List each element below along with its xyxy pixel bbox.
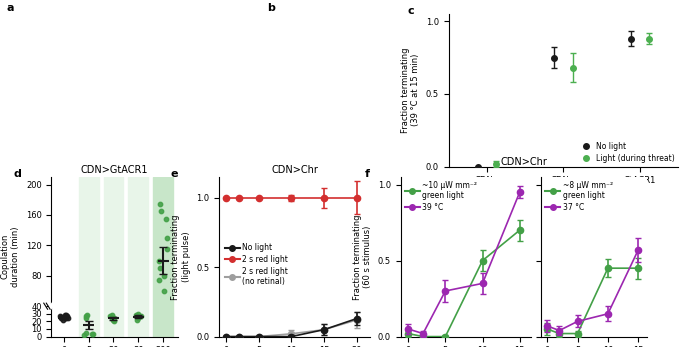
Bar (128, 177, 148, 337)
Legend: No light, 2 s red light, 2 s red light
(no retinal): No light, 2 s red light, 2 s red light (… (221, 240, 291, 289)
Text: b: b (267, 3, 275, 14)
Point (62, 313, 73, 319)
Y-axis label: Copulation
duration (min): Copulation duration (min) (1, 227, 21, 287)
Point (153, 277, 164, 282)
Text: d: d (14, 169, 21, 179)
Point (79, 332, 90, 338)
Point (159, 273, 170, 279)
Point (154, 258, 165, 263)
Y-axis label: Fraction terminating
(39 °C at 15 min): Fraction terminating (39 °C at 15 min) (401, 48, 421, 133)
Point (154, 201, 165, 206)
Point (156, 209, 167, 214)
Point (81, 330, 92, 336)
Point (88, 331, 99, 337)
Point (106, 313, 117, 318)
Point (130, 312, 141, 317)
Text: e: e (171, 169, 179, 179)
Point (160, 216, 171, 221)
Point (108, 317, 119, 323)
Point (59, 313, 70, 318)
Point (82, 313, 92, 318)
Point (109, 315, 120, 320)
Title: CDN>GtACR1: CDN>GtACR1 (81, 165, 149, 175)
Y-axis label: Fraction terminating
(60 s stimulus): Fraction terminating (60 s stimulus) (353, 214, 373, 299)
Point (86, 331, 97, 336)
Point (162, 246, 173, 252)
Point (136, 313, 147, 319)
Point (133, 311, 144, 316)
Point (59, 315, 70, 320)
Point (54, 313, 65, 319)
Legend: ~10 μW mm⁻²
green light, 39 °C: ~10 μW mm⁻² green light, 39 °C (401, 178, 480, 215)
Point (108, 319, 119, 324)
Point (60, 312, 71, 317)
Text: f: f (364, 169, 369, 179)
Point (55, 315, 66, 320)
Y-axis label: Fraction terminating
(light pulse): Fraction terminating (light pulse) (171, 214, 191, 299)
Point (60, 315, 71, 321)
Point (57, 317, 68, 323)
Legend: ~8 μW mm⁻²
green light, 37 °C: ~8 μW mm⁻² green light, 37 °C (542, 178, 616, 215)
Point (80, 313, 91, 319)
Point (155, 265, 166, 271)
Point (80, 315, 91, 320)
Bar (153, 177, 173, 337)
Point (106, 315, 117, 321)
Bar (103, 177, 123, 337)
Text: a: a (7, 3, 14, 14)
Point (55, 314, 66, 320)
Point (62, 315, 73, 321)
Point (132, 317, 142, 323)
Text: c: c (408, 6, 414, 16)
Point (158, 288, 169, 294)
Point (105, 313, 116, 319)
Title: CDN>Chr: CDN>Chr (271, 165, 318, 175)
Legend: No light, Light (during threat): No light, Light (during threat) (575, 139, 677, 166)
Point (132, 315, 143, 320)
Bar (79, 177, 99, 337)
Point (162, 235, 173, 240)
Text: CDN>Chr: CDN>Chr (501, 156, 547, 167)
